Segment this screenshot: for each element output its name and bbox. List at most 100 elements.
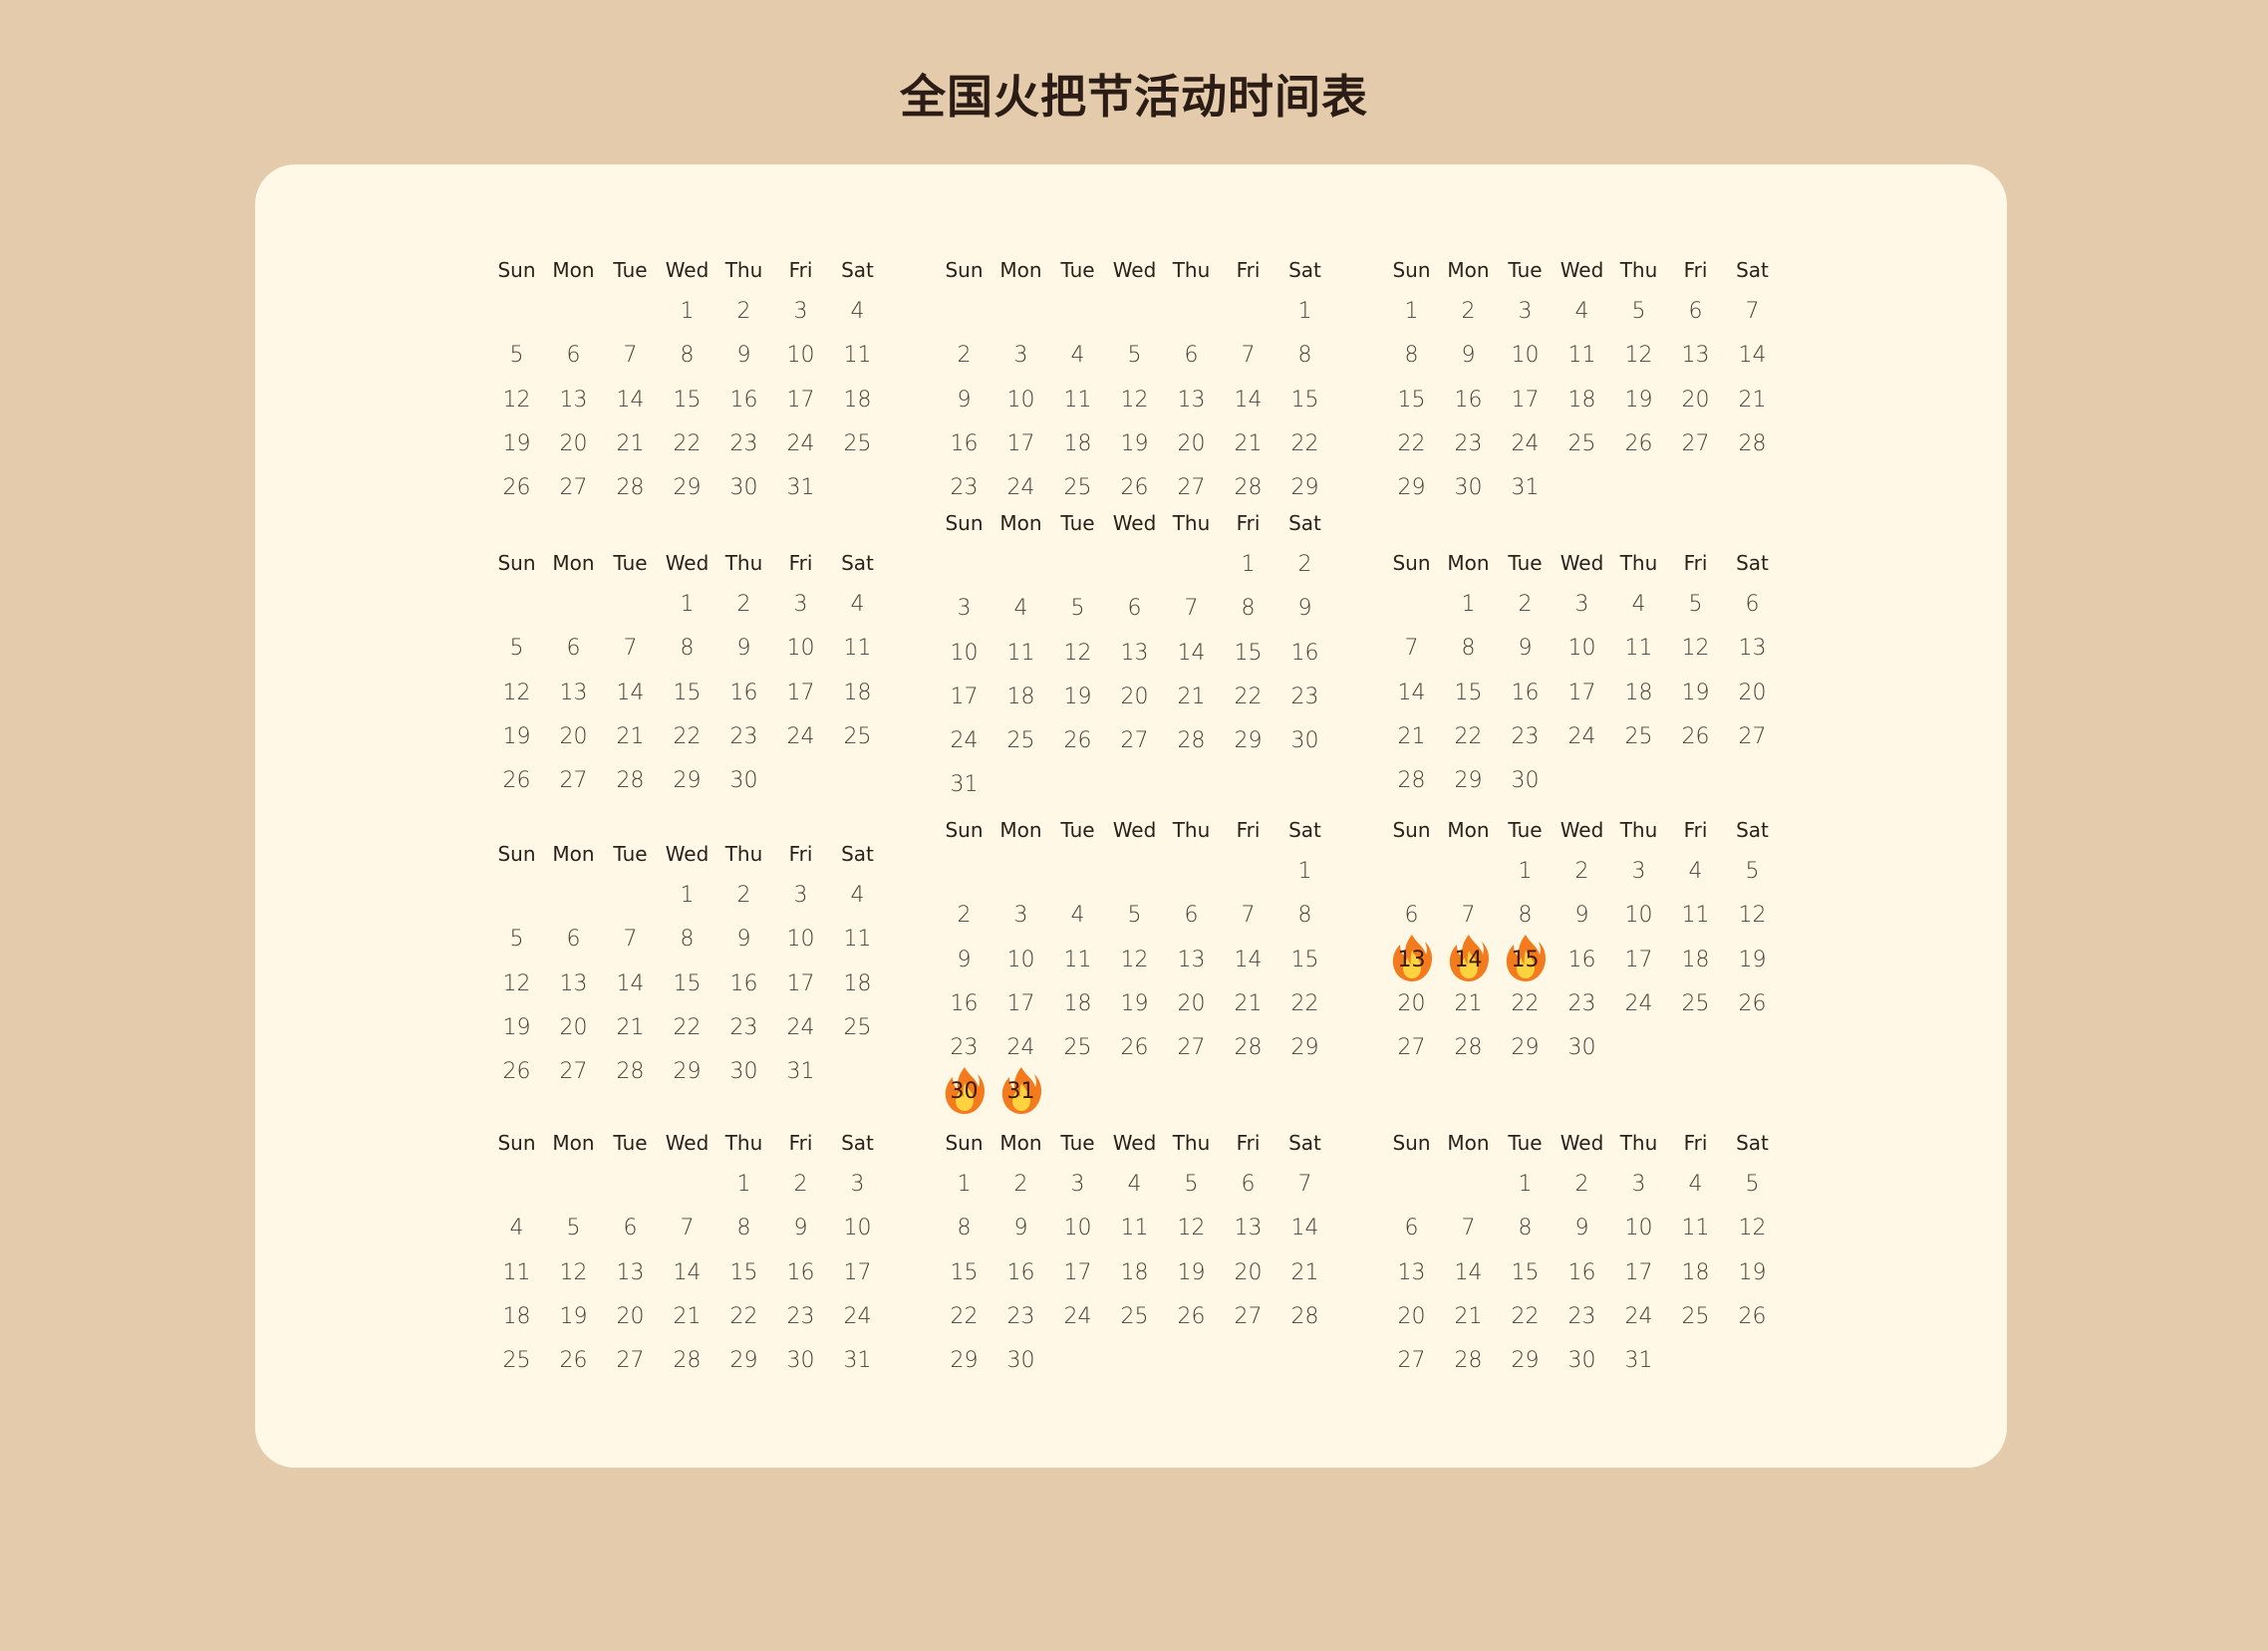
day-cell[interactable]: 8 xyxy=(1241,596,1256,622)
day-cell[interactable]: 30 xyxy=(1290,728,1319,754)
day-cell[interactable]: 10 xyxy=(1624,1216,1653,1241)
day-cell[interactable]: 29 xyxy=(1454,768,1483,794)
event-day[interactable]: 31 xyxy=(992,1066,1049,1114)
day-cell[interactable]: 25 xyxy=(1006,728,1035,754)
day-cell[interactable]: 20 xyxy=(1397,1303,1426,1329)
day-cell[interactable]: 18 xyxy=(1063,430,1092,456)
day-cell[interactable]: 29 xyxy=(1397,475,1426,501)
day-cell[interactable]: 22 xyxy=(729,1303,758,1329)
day-cell[interactable]: 13 xyxy=(559,970,588,996)
day-cell[interactable]: 17 xyxy=(1511,387,1540,413)
day-cell[interactable]: 2 xyxy=(1518,592,1533,617)
day-cell[interactable]: 26 xyxy=(559,1348,588,1374)
day-cell[interactable]: 5 xyxy=(1745,1172,1760,1197)
day-cell[interactable]: 30 xyxy=(1006,1348,1035,1374)
day-cell[interactable]: 18 xyxy=(1120,1259,1149,1285)
day-cell[interactable]: 5 xyxy=(509,927,524,953)
day-cell[interactable]: 6 xyxy=(1241,1172,1256,1197)
day-cell[interactable]: 26 xyxy=(502,475,531,501)
day-cell[interactable]: 30 xyxy=(1511,768,1540,794)
day-cell[interactable]: 16 xyxy=(729,680,758,705)
day-cell[interactable]: 11 xyxy=(1567,343,1596,369)
day-cell[interactable]: 23 xyxy=(1511,723,1540,749)
day-cell[interactable]: 28 xyxy=(1234,475,1263,501)
day-cell[interactable]: 12 xyxy=(502,680,531,705)
day-cell[interactable]: 11 xyxy=(1120,1216,1149,1241)
day-cell[interactable]: 22 xyxy=(1511,1303,1540,1329)
day-cell[interactable]: 27 xyxy=(1120,728,1149,754)
day-cell[interactable]: 4 xyxy=(1127,1172,1142,1197)
day-cell[interactable]: 24 xyxy=(1567,723,1596,749)
day-cell[interactable]: 22 xyxy=(673,1014,702,1040)
day-cell[interactable]: 27 xyxy=(1397,1348,1426,1374)
event-day[interactable]: 15 xyxy=(1497,934,1554,982)
day-cell[interactable]: 10 xyxy=(1063,1216,1092,1241)
day-cell[interactable]: 11 xyxy=(843,343,872,369)
day-cell[interactable]: 3 xyxy=(1013,343,1028,369)
day-cell[interactable]: 24 xyxy=(1006,1035,1035,1061)
day-cell[interactable]: 14 xyxy=(616,970,645,996)
day-cell[interactable]: 27 xyxy=(1681,430,1710,456)
day-cell[interactable]: 2 xyxy=(736,299,751,324)
day-cell[interactable]: 25 xyxy=(843,1014,872,1040)
day-cell[interactable]: 10 xyxy=(1006,387,1035,413)
day-cell[interactable]: 10 xyxy=(950,640,979,666)
day-cell[interactable]: 8 xyxy=(1297,343,1312,369)
day-cell[interactable]: 27 xyxy=(1177,1035,1206,1061)
day-cell[interactable]: 1 xyxy=(1241,552,1256,577)
day-cell[interactable]: 6 xyxy=(1184,343,1199,369)
day-cell[interactable]: 29 xyxy=(729,1348,758,1374)
day-cell[interactable]: 7 xyxy=(1404,636,1419,662)
day-cell[interactable]: 13 xyxy=(616,1259,645,1285)
day-cell[interactable]: 27 xyxy=(1397,1035,1426,1061)
day-cell[interactable]: 8 xyxy=(680,927,695,953)
day-cell[interactable]: 26 xyxy=(1738,990,1767,1016)
day-cell[interactable]: 28 xyxy=(616,1059,645,1085)
day-cell[interactable]: 14 xyxy=(616,387,645,413)
day-cell[interactable]: 5 xyxy=(1184,1172,1199,1197)
day-cell[interactable]: 24 xyxy=(1006,475,1035,501)
day-cell[interactable]: 9 xyxy=(957,947,972,972)
day-cell[interactable]: 31 xyxy=(786,475,815,501)
day-cell[interactable]: 12 xyxy=(1681,636,1710,662)
day-cell[interactable]: 4 xyxy=(1070,903,1085,929)
day-cell[interactable]: 4 xyxy=(1688,1172,1703,1197)
day-cell[interactable]: 8 xyxy=(680,343,695,369)
day-cell[interactable]: 1 xyxy=(1297,299,1312,324)
day-cell[interactable]: 8 xyxy=(680,636,695,662)
day-cell[interactable]: 1 xyxy=(680,592,695,617)
day-cell[interactable]: 18 xyxy=(1681,947,1710,972)
day-cell[interactable]: 16 xyxy=(1006,1259,1035,1285)
day-cell[interactable]: 30 xyxy=(786,1348,815,1374)
day-cell[interactable]: 16 xyxy=(1454,387,1483,413)
day-cell[interactable]: 13 xyxy=(559,680,588,705)
day-cell[interactable]: 6 xyxy=(1127,596,1142,622)
day-cell[interactable]: 22 xyxy=(1234,684,1263,709)
day-cell[interactable]: 3 xyxy=(1574,592,1589,617)
day-cell[interactable]: 3 xyxy=(793,883,808,908)
day-cell[interactable]: 13 xyxy=(559,387,588,413)
day-cell[interactable]: 14 xyxy=(1454,1259,1483,1285)
day-cell[interactable]: 6 xyxy=(623,1216,638,1241)
day-cell[interactable]: 22 xyxy=(1290,430,1319,456)
day-cell[interactable]: 31 xyxy=(786,1059,815,1085)
day-cell[interactable]: 24 xyxy=(1624,1303,1653,1329)
day-cell[interactable]: 23 xyxy=(950,475,979,501)
day-cell[interactable]: 24 xyxy=(1511,430,1540,456)
day-cell[interactable]: 27 xyxy=(559,768,588,794)
day-cell[interactable]: 12 xyxy=(502,970,531,996)
day-cell[interactable]: 10 xyxy=(786,927,815,953)
day-cell[interactable]: 14 xyxy=(1290,1216,1319,1241)
day-cell[interactable]: 3 xyxy=(1518,299,1533,324)
day-cell[interactable]: 8 xyxy=(957,1216,972,1241)
day-cell[interactable]: 21 xyxy=(616,1014,645,1040)
day-cell[interactable]: 30 xyxy=(729,475,758,501)
day-cell[interactable]: 26 xyxy=(502,1059,531,1085)
day-cell[interactable]: 19 xyxy=(1177,1259,1206,1285)
day-cell[interactable]: 30 xyxy=(729,768,758,794)
day-cell[interactable]: 29 xyxy=(1511,1348,1540,1374)
day-cell[interactable]: 13 xyxy=(1120,640,1149,666)
day-cell[interactable]: 25 xyxy=(502,1348,531,1374)
day-cell[interactable]: 19 xyxy=(559,1303,588,1329)
day-cell[interactable]: 29 xyxy=(950,1348,979,1374)
